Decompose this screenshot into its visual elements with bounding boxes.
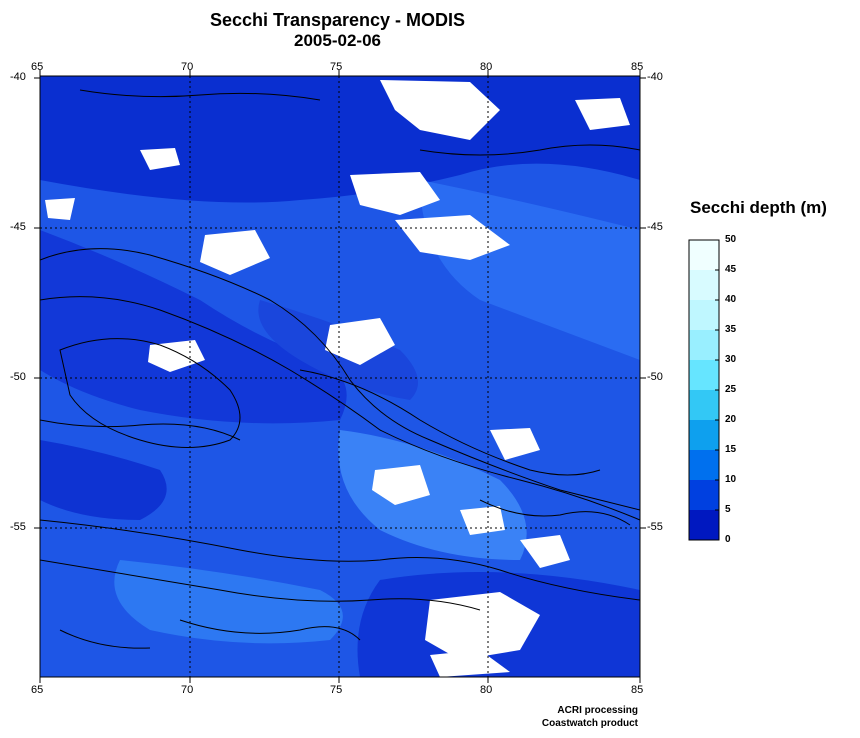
lon-tick-bottom: 65 <box>31 684 44 696</box>
colorbar-label: 0 <box>725 534 731 545</box>
dark-patch-southwest <box>40 440 167 520</box>
colorbar-band <box>689 510 719 540</box>
colorbar-band <box>689 450 719 480</box>
colorbar-label: 10 <box>725 474 737 485</box>
map-frame <box>39 75 641 678</box>
map-date: 2005-02-06 <box>294 31 381 50</box>
colorbar-label: 40 <box>725 294 737 305</box>
lon-tick-bottom: 75 <box>330 684 343 696</box>
map-field <box>40 76 640 677</box>
lon-tick-top: 85 <box>631 61 644 73</box>
lat-tick-left: -55 <box>10 521 26 533</box>
lon-tick-bottom: 85 <box>631 684 644 696</box>
lat-tick-right: -45 <box>647 221 663 233</box>
colorbar-band <box>689 300 719 330</box>
lat-tick-left: -40 <box>10 71 26 83</box>
colorbar <box>688 239 720 541</box>
colorbar-label: 20 <box>725 414 737 425</box>
colorbar-label: 25 <box>725 384 737 395</box>
cloud-mask <box>45 80 630 677</box>
colorbar-band <box>689 390 719 420</box>
lat-tick-right: -50 <box>647 371 663 383</box>
colorbar-label: 45 <box>725 264 737 275</box>
colorbar-label: 5 <box>725 504 731 515</box>
lat-tick-right: -55 <box>647 521 663 533</box>
lon-tick-top: 65 <box>31 61 44 73</box>
colorbar-band <box>689 420 719 450</box>
lat-tick-left: -50 <box>10 371 26 383</box>
map-title: Secchi Transparency - MODIS <box>209 10 466 30</box>
lon-tick-top: 75 <box>330 61 343 73</box>
credit-product: Coastwatch product <box>541 718 638 729</box>
dark-patch-west <box>40 230 347 424</box>
lat-tick-right: -40 <box>647 71 663 83</box>
lat-tick-left: -45 <box>10 221 26 233</box>
graticule <box>40 76 640 677</box>
colorbar-band <box>689 270 719 300</box>
colorbar-band <box>689 240 719 270</box>
legend-title: Secchi depth (m) <box>690 198 827 217</box>
colorbar-band <box>689 330 719 360</box>
colorbar-label: 30 <box>725 354 737 365</box>
lon-tick-top: 70 <box>181 61 194 73</box>
colorbar-band <box>689 480 719 510</box>
colorbar-band <box>689 360 719 390</box>
lon-tick-top: 80 <box>480 61 493 73</box>
colorbar-label: 15 <box>725 444 737 455</box>
lon-tick-bottom: 70 <box>181 684 194 696</box>
light-patch-south <box>114 560 343 644</box>
tick-marks <box>34 70 646 683</box>
colorbar-label: 35 <box>725 324 737 335</box>
lon-tick-bottom: 80 <box>480 684 493 696</box>
colorbar-label: 50 <box>725 234 737 245</box>
bathymetry-contours <box>40 89 640 649</box>
credit-processing: ACRI processing <box>557 705 638 716</box>
